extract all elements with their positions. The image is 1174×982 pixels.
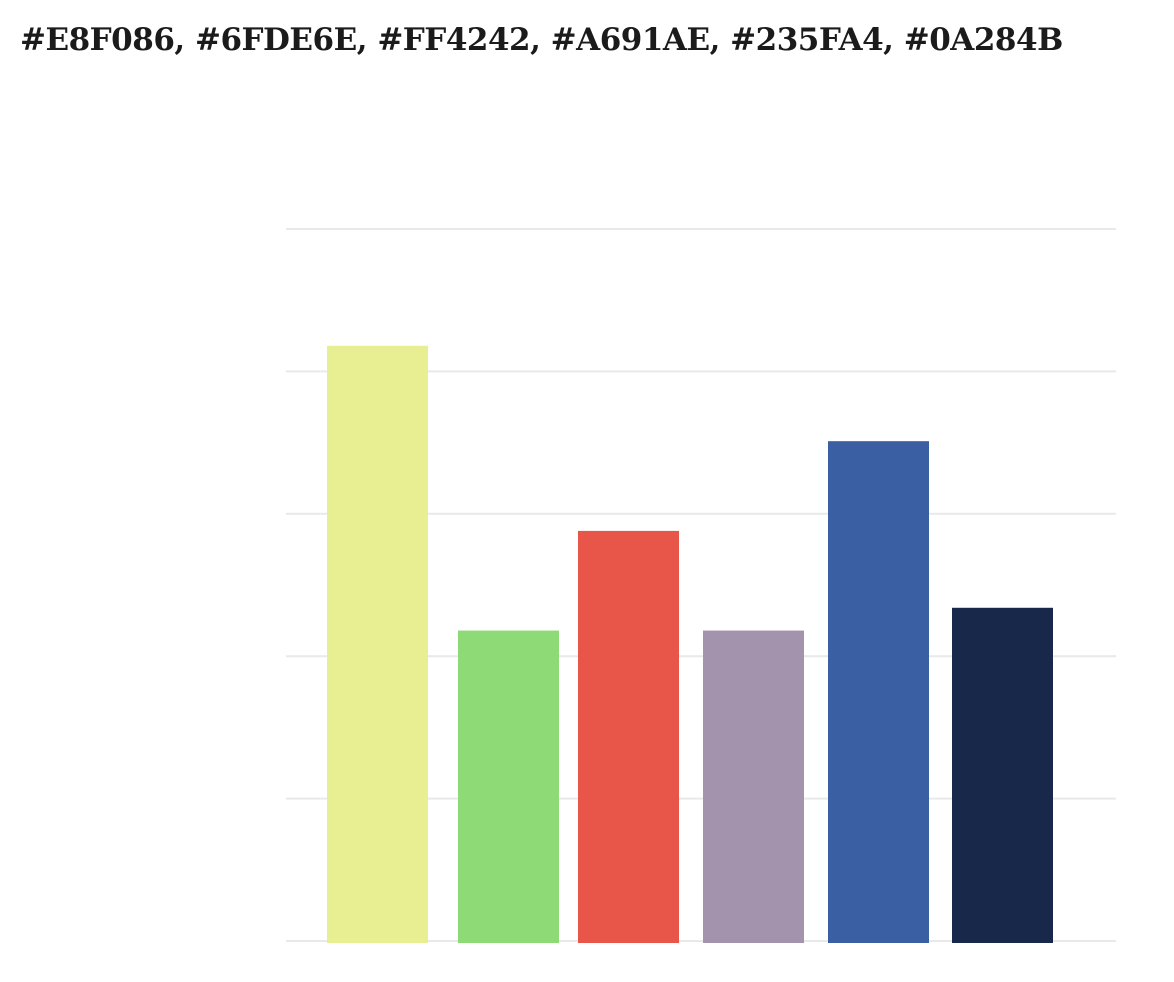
bar-3 xyxy=(578,530,679,943)
bar-2 xyxy=(458,630,559,943)
bar-6 xyxy=(952,607,1053,943)
bar-5 xyxy=(828,441,929,943)
bar-1 xyxy=(327,345,428,943)
bars xyxy=(327,345,1053,943)
bar-4 xyxy=(703,630,804,943)
color-list-heading: #E8F086, #6FDE6E, #FF4242, #A691AE, #235… xyxy=(20,22,1063,58)
